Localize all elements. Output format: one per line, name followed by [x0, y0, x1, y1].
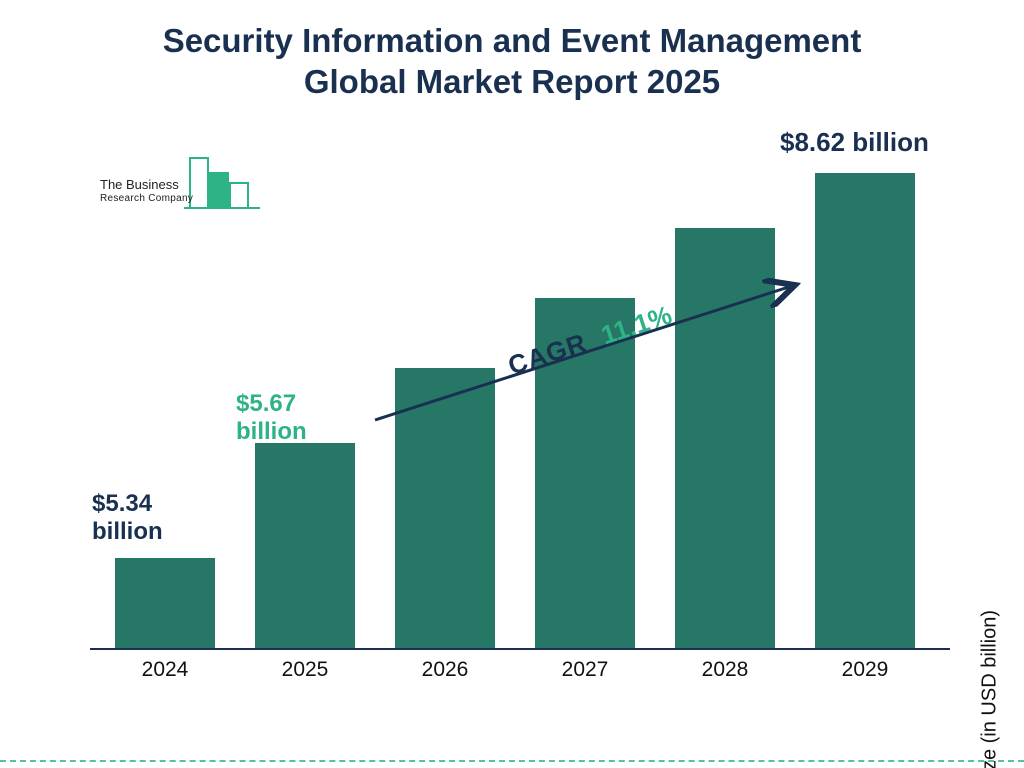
y-axis-label: Market Size (in USD billion) [979, 610, 1002, 768]
cagr-annotation: CAGR 11.1% [375, 290, 805, 430]
bar [255, 443, 355, 648]
x-axis-tick-label: 2029 [800, 658, 930, 682]
bottom-divider [0, 760, 1024, 762]
chart-canvas: { "title": { "line1": "Security Informat… [0, 0, 1024, 768]
x-axis-tick-label: 2024 [100, 658, 230, 682]
x-axis-line [90, 648, 950, 650]
bar [115, 558, 215, 648]
value-label: $5.67billion [236, 390, 307, 445]
title-line-1: Security Information and Event Managemen… [0, 20, 1024, 61]
value-label: $5.34billion [92, 490, 163, 545]
bar [815, 173, 915, 648]
cagr-arrow-icon [375, 290, 805, 440]
title-line-2: Global Market Report 2025 [0, 61, 1024, 102]
value-label: $8.62 billion [780, 128, 929, 158]
x-axis-tick-label: 2026 [380, 658, 510, 682]
x-axis-tick-label: 2028 [660, 658, 790, 682]
x-axis-tick-label: 2027 [520, 658, 650, 682]
bar-chart: 202420252026202720282029 Market Size (in… [90, 120, 950, 680]
x-axis-tick-label: 2025 [240, 658, 370, 682]
chart-title: Security Information and Event Managemen… [0, 20, 1024, 103]
